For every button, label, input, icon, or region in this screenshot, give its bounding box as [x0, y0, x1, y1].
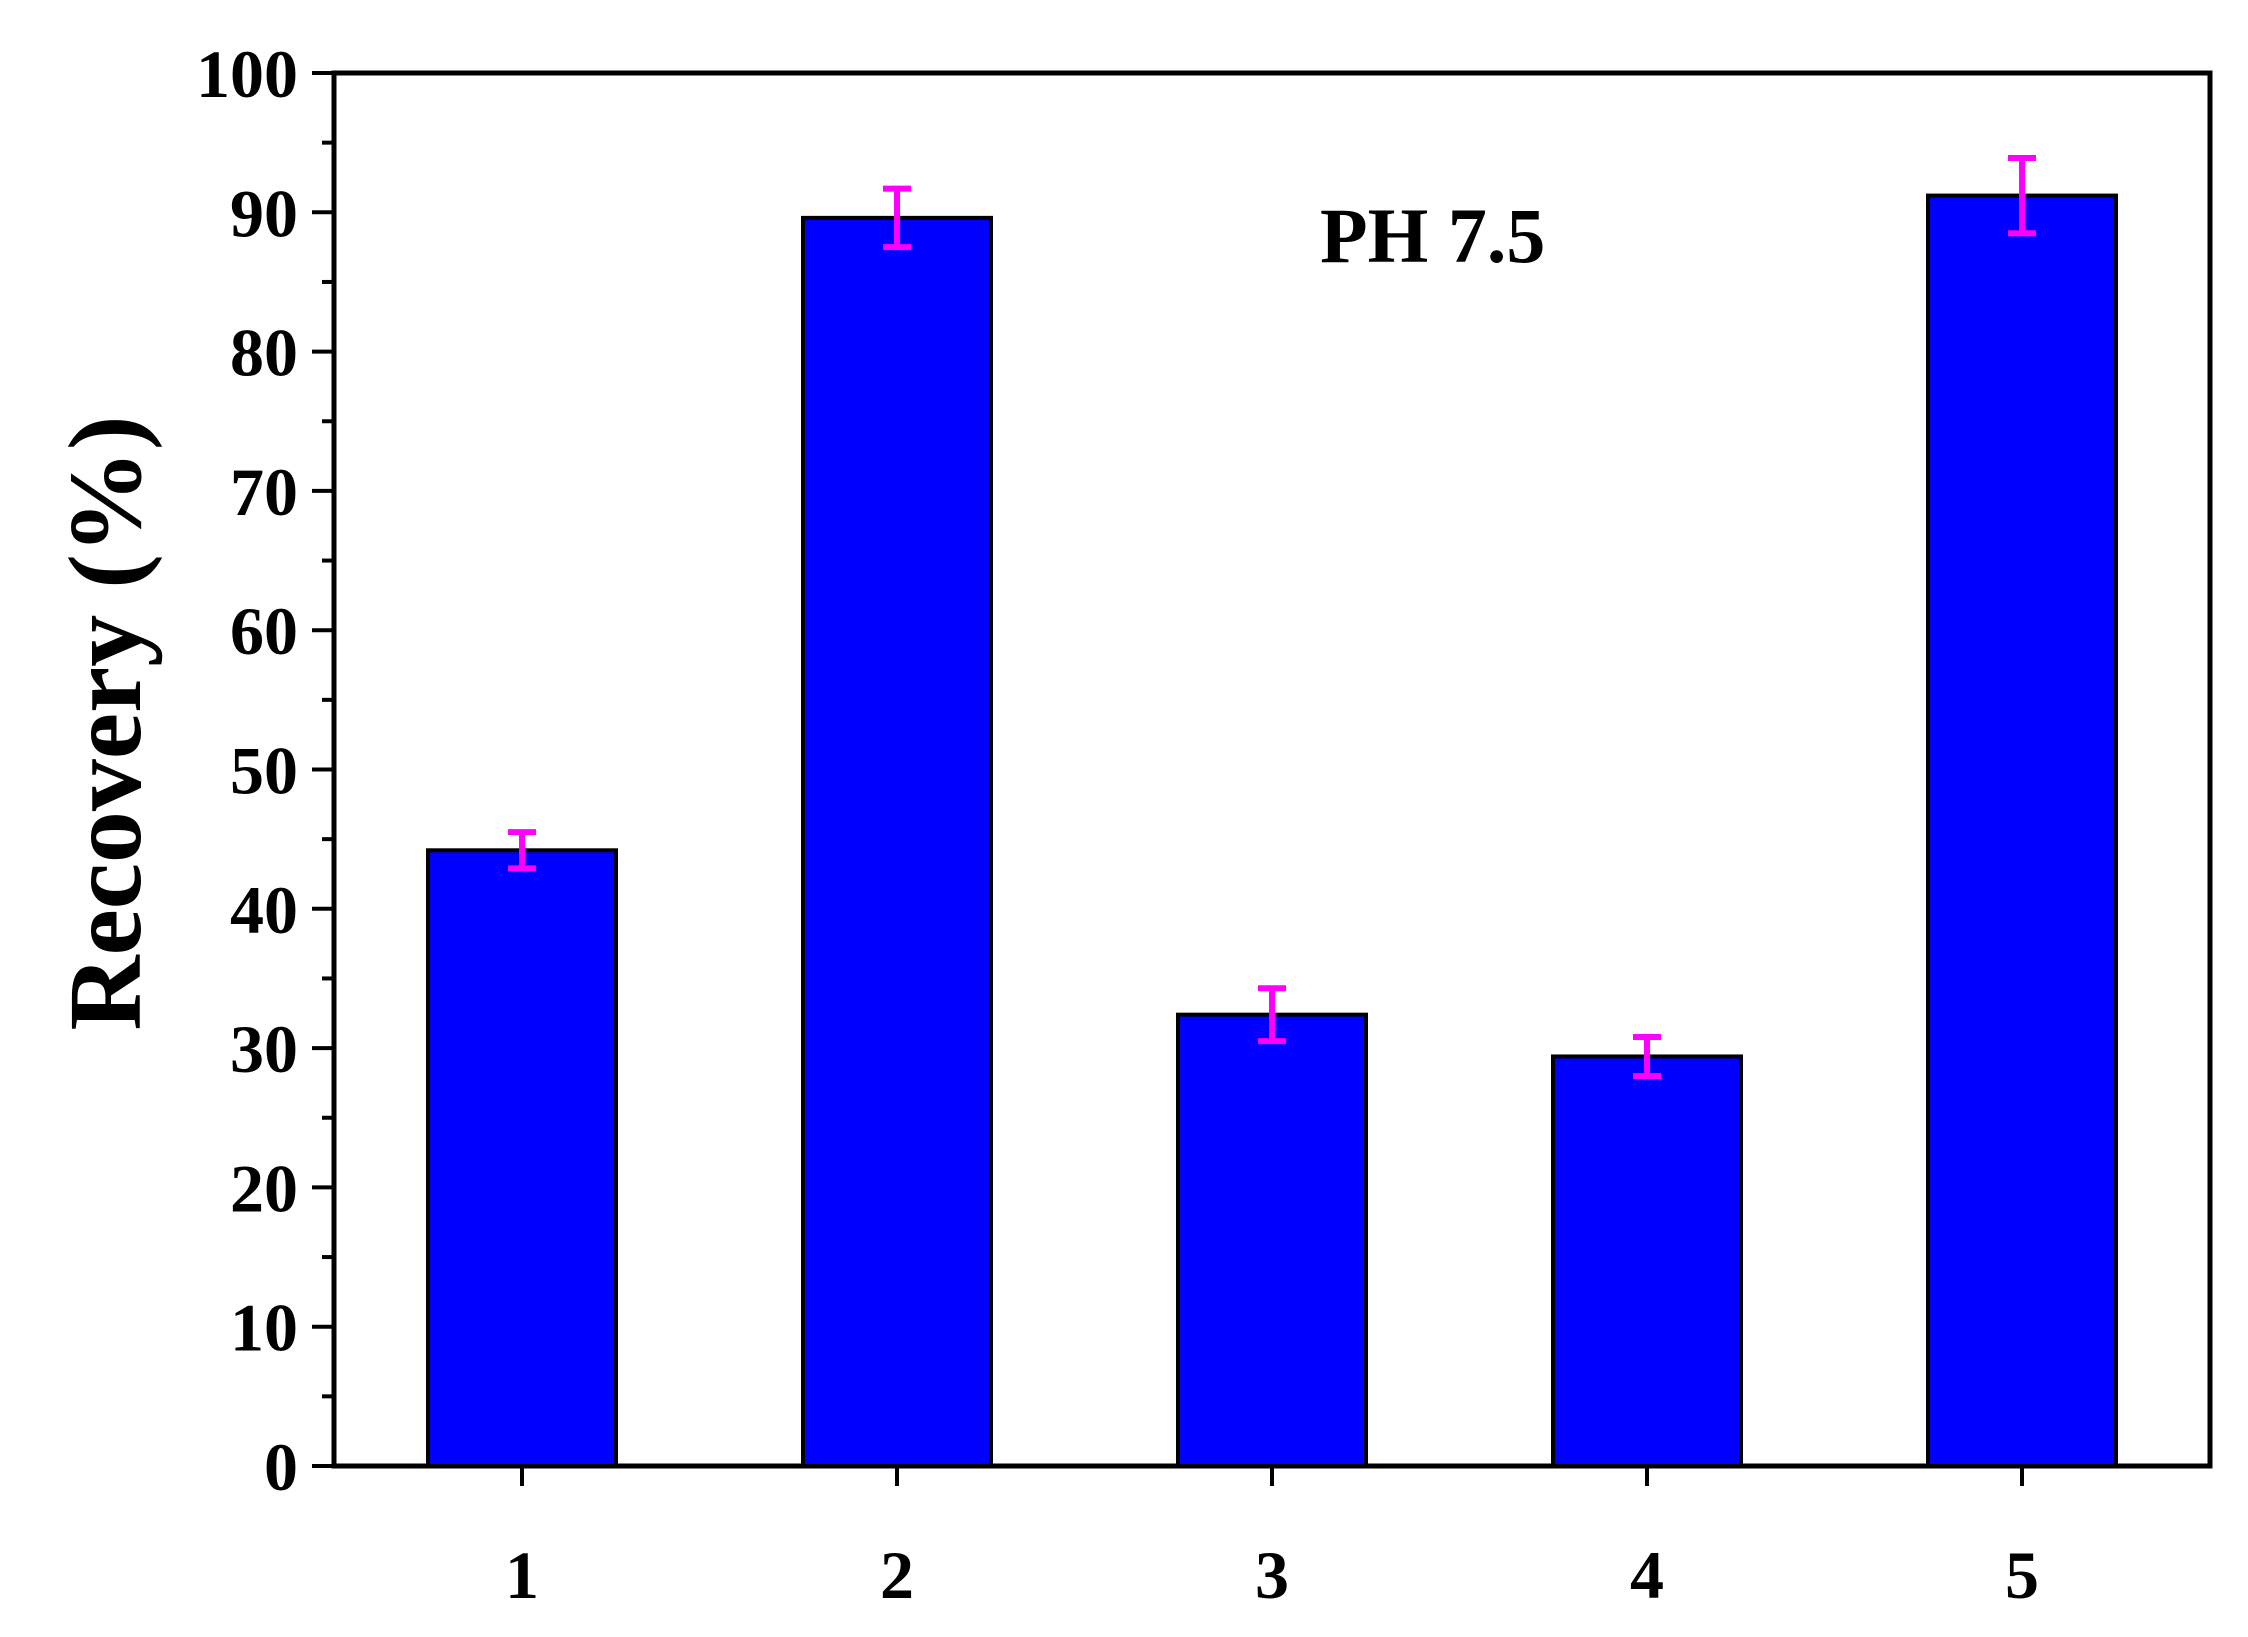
y-tick-label: 70 — [230, 454, 298, 530]
y-tick-label: 0 — [264, 1429, 298, 1505]
y-tick-label: 100 — [196, 36, 298, 112]
y-axis-title: Recovery (%) — [48, 415, 163, 1030]
error-bar-4 — [1633, 1033, 1661, 1079]
error-bar-5 — [2008, 154, 2036, 237]
y-tick-label: 80 — [230, 315, 298, 391]
y-tick-label: 10 — [230, 1290, 298, 1366]
y-tick-label: 20 — [230, 1150, 298, 1226]
ph-annotation: PH 7.5 — [1320, 192, 1545, 279]
y-axis: 0 10 20 30 40 50 60 70 80 90 100 — [196, 36, 334, 1505]
y-tick-label: 40 — [230, 872, 298, 948]
y-tick-label: 50 — [230, 733, 298, 809]
error-bar-2 — [883, 185, 911, 251]
x-tick-label: 4 — [1630, 1537, 1664, 1613]
x-tick-label: 3 — [1255, 1537, 1289, 1613]
error-bar-1 — [508, 829, 536, 872]
error-bars — [508, 154, 2036, 1079]
bars — [426, 193, 2118, 1469]
x-tick-label: 5 — [2005, 1537, 2039, 1613]
bar-4 — [1551, 1054, 1743, 1468]
bar-2 — [801, 215, 993, 1469]
x-axis: 1 2 3 4 5 — [505, 1466, 2039, 1613]
bar-3 — [1176, 1012, 1368, 1469]
error-bar-3 — [1258, 985, 1286, 1045]
bar-1 — [426, 848, 618, 1468]
y-tick-label: 60 — [230, 593, 298, 669]
y-tick-label: 30 — [230, 1011, 298, 1087]
y-tick-label: 90 — [230, 175, 298, 251]
x-tick-label: 2 — [880, 1537, 914, 1613]
x-tick-label: 1 — [505, 1537, 539, 1613]
bar-5 — [1926, 193, 2118, 1469]
